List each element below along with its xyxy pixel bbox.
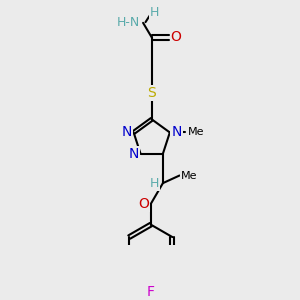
Text: H: H bbox=[149, 177, 159, 190]
Text: N: N bbox=[128, 147, 139, 161]
Text: F: F bbox=[147, 285, 155, 299]
Text: H-N: H-N bbox=[117, 16, 140, 29]
Text: H: H bbox=[150, 6, 159, 19]
Text: N: N bbox=[172, 125, 182, 140]
Text: O: O bbox=[171, 30, 182, 44]
Text: N: N bbox=[122, 125, 132, 140]
Text: O: O bbox=[138, 197, 149, 211]
Text: S: S bbox=[147, 86, 156, 100]
Text: Me: Me bbox=[188, 128, 204, 137]
Text: Me: Me bbox=[181, 170, 198, 181]
